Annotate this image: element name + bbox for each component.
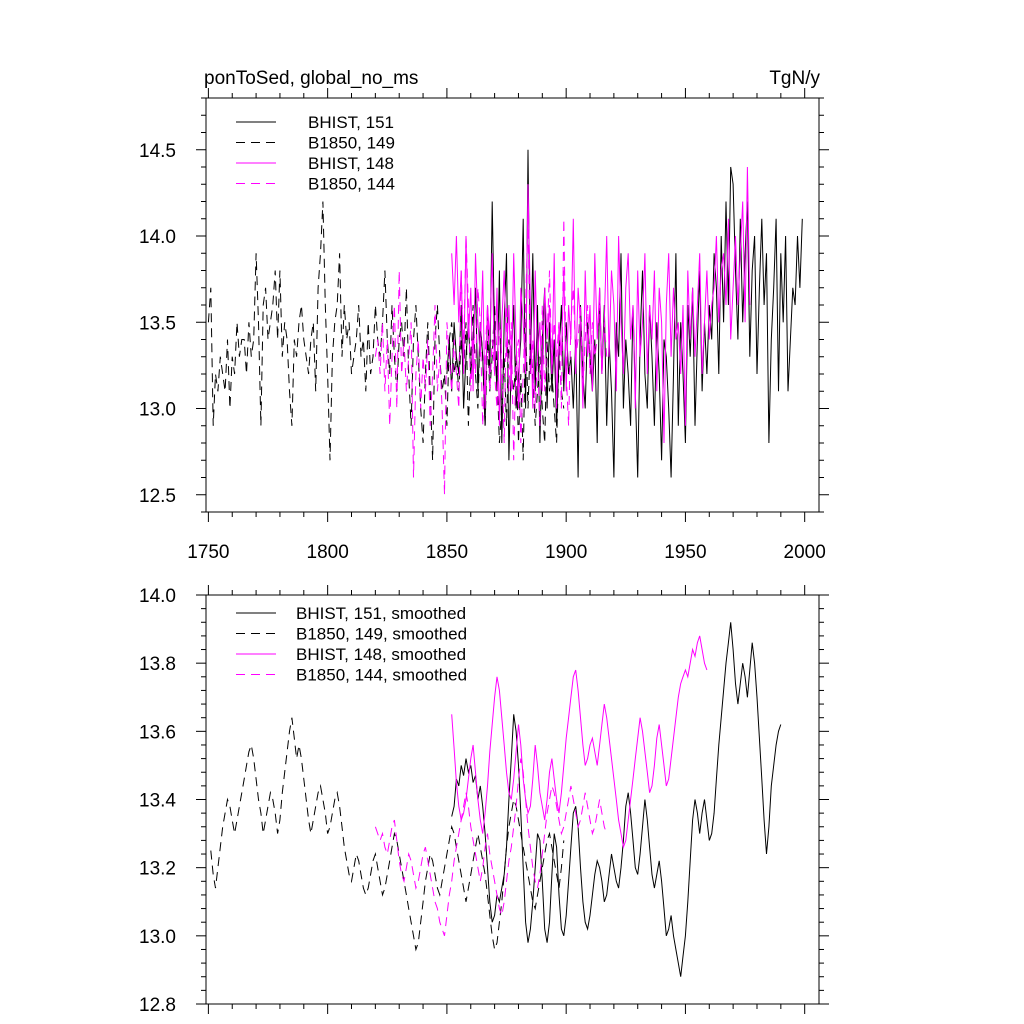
top-axis-ticks: 12.5 13.0 13.5 14.0 14.5 1750 1800 1850 1900 1950… xyxy=(139,88,829,563)
top-panel: ponToSed, global_no_ms TgN/y 12.5 13.0 13.… xyxy=(139,68,829,563)
y-tick-label: 12.5 xyxy=(139,486,176,507)
bottom-panel: 12.8 13.0 13.2 13.4 13.6 13.8 14.0 BHIST, 151,… xyxy=(139,585,829,1016)
top-chart-title-right: TgN/y xyxy=(769,68,820,89)
x-tick-label: 1950 xyxy=(664,542,706,563)
bottom-axis-ticks: 12.8 13.0 13.2 13.4 13.6 13.8 14.0 xyxy=(139,585,829,1016)
series-line-4 xyxy=(374,758,608,936)
y-tick-label: 14.0 xyxy=(139,586,176,607)
x-tick-label: 1850 xyxy=(426,542,468,563)
legend-label-4: B1850, 144, smoothed xyxy=(296,666,467,685)
top-plot-area xyxy=(207,149,803,495)
top-chart-title-left: ponToSed, global_no_ms xyxy=(204,68,418,89)
legend-label-3: BHIST, 148 xyxy=(308,154,394,173)
y-tick-label: 13.6 xyxy=(139,722,176,743)
legend-label-1: BHIST, 151 xyxy=(308,113,394,132)
x-tick-label: 1750 xyxy=(187,542,229,563)
x-tick-label: 1900 xyxy=(545,542,587,563)
y-tick-label: 13.0 xyxy=(139,927,176,948)
series-line-4 xyxy=(374,218,608,495)
series-line-3 xyxy=(451,635,708,850)
y-tick-label: 12.8 xyxy=(139,995,176,1016)
series-line-3 xyxy=(451,166,751,444)
x-tick-label: 2000 xyxy=(784,542,826,563)
y-tick-label: 14.5 xyxy=(139,141,176,162)
series-line-1 xyxy=(446,149,803,478)
y-tick-label: 14.0 xyxy=(139,227,176,248)
x-tick-label: 1800 xyxy=(307,542,349,563)
bottom-legend: BHIST, 151, smoothed B1850, 149, smoothed… xyxy=(236,604,467,685)
legend-label-1: BHIST, 151, smoothed xyxy=(296,604,466,623)
y-tick-label: 13.8 xyxy=(139,654,176,675)
y-tick-label: 13.0 xyxy=(139,400,176,421)
legend-label-4: B1850, 144 xyxy=(308,175,395,194)
legend-label-2: B1850, 149, smoothed xyxy=(296,625,467,644)
y-tick-label: 13.2 xyxy=(139,859,176,880)
y-tick-label: 13.5 xyxy=(139,313,176,334)
bottom-plot-area xyxy=(210,622,782,977)
series-line-2 xyxy=(207,201,565,461)
series-line-2 xyxy=(210,717,565,952)
legend-label-2: B1850, 149 xyxy=(308,134,395,153)
y-tick-label: 13.4 xyxy=(139,791,176,812)
legend-label-3: BHIST, 148, smoothed xyxy=(296,645,466,664)
